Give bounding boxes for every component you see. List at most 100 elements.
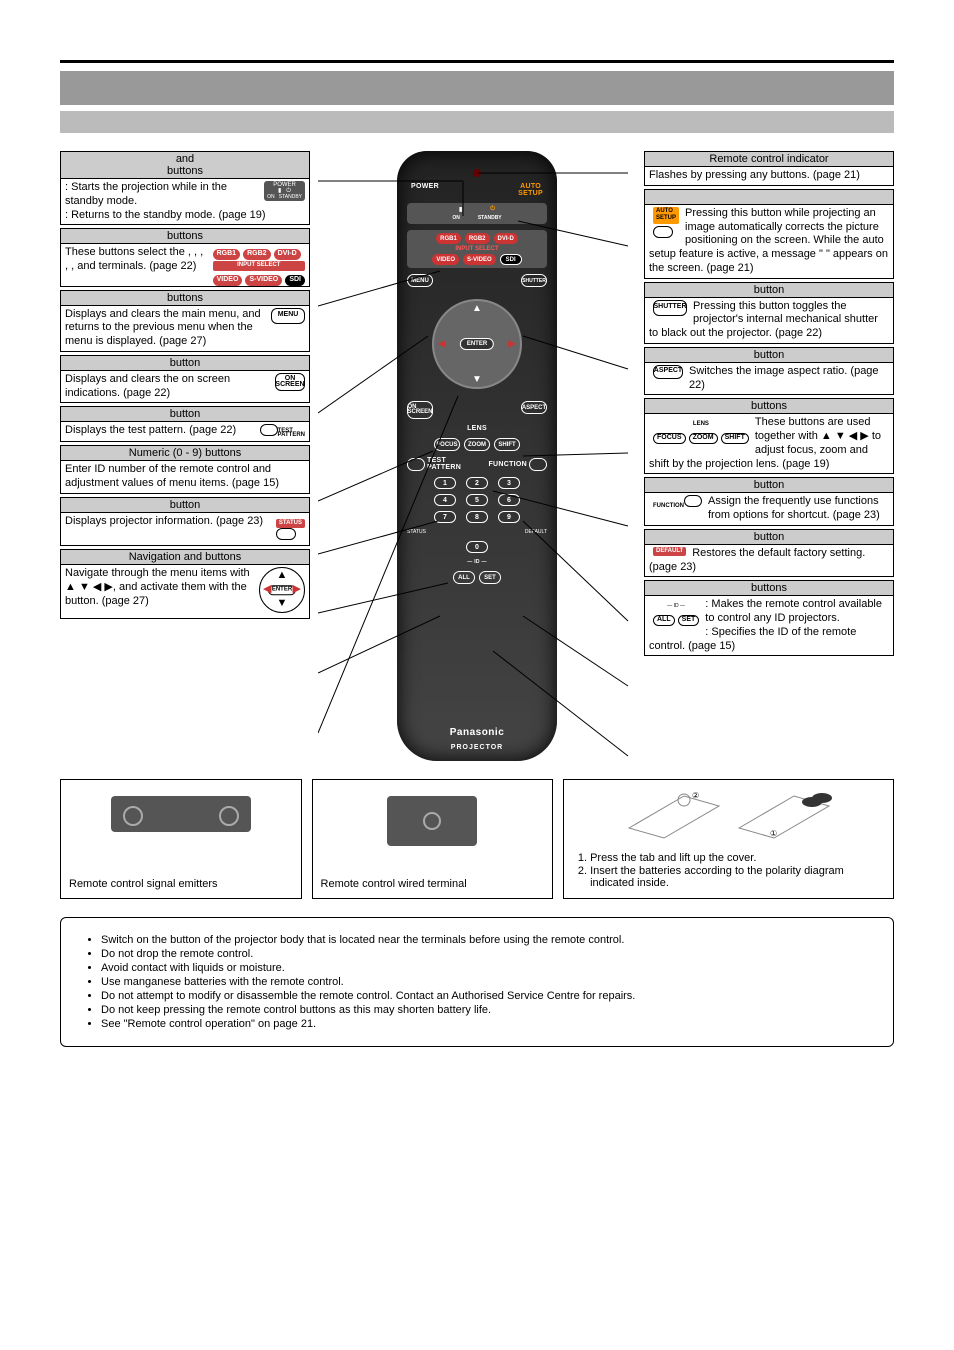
- body: Displays the test pattern. (page 22): [65, 424, 236, 436]
- step-1: Press the tab and lift up the cover.: [590, 852, 885, 864]
- note-list: Switch on the button of the projector bo…: [79, 934, 875, 1030]
- num-6[interactable]: 6: [498, 494, 520, 506]
- brand2: PROJECTOR: [451, 744, 503, 751]
- lbl-func: FUNCTION: [488, 461, 527, 468]
- body: Pressing this button while projecting an…: [649, 207, 888, 274]
- test-icon: TESTPATTERN: [260, 424, 305, 441]
- body: Flashes by pressing any buttons. (page 2…: [649, 169, 860, 181]
- body: Navigate through the menu items with ▲ ▼…: [65, 567, 250, 607]
- power-icon: POWER▮ ⏻ON STANDBY: [264, 181, 305, 201]
- btn-menu[interactable]: MENU: [407, 274, 433, 287]
- subtitle-band: [60, 111, 894, 133]
- hd: buttons: [645, 581, 893, 596]
- btn-func[interactable]: [529, 458, 547, 471]
- body: Displays projector information. (page 23…: [65, 515, 263, 527]
- callout-default: button DEFAULT Restores the default fact…: [644, 529, 894, 578]
- lbl-test: TEST PATTERN: [427, 457, 461, 471]
- card-battery: ② ① Press the tab and lift up the cover.…: [563, 779, 894, 899]
- lbl-lens: LENS: [467, 425, 487, 432]
- note-6: See "Remote control operation" on page 2…: [101, 1018, 875, 1030]
- note-box: Switch on the button of the projector bo…: [60, 917, 894, 1047]
- btn-svideo[interactable]: S-VIDEO: [463, 254, 496, 265]
- btn-zoom[interactable]: ZOOM: [464, 438, 490, 451]
- btn-shift[interactable]: SHIFT: [494, 438, 520, 451]
- brand: Panasonic: [450, 727, 505, 738]
- note-5: Do not keep pressing the remote control …: [101, 1004, 875, 1016]
- callout-autosetup: AUTOSETUP Pressing this button while pro…: [644, 189, 894, 279]
- indicator-led: [473, 169, 481, 177]
- wired-label: Remote control wired terminal: [321, 878, 545, 890]
- callout-shutter: button SHUTTER Pressing this button togg…: [644, 282, 894, 344]
- input-icons: RGB1 RGB2 DVI-D INPUT SELECT VIDEO S-VID…: [213, 246, 305, 285]
- num-1[interactable]: 1: [434, 477, 456, 489]
- body: Enter ID number of the remote control an…: [65, 463, 279, 489]
- num-7[interactable]: 7: [434, 511, 456, 523]
- btn-all[interactable]: ALL: [453, 571, 475, 584]
- body-b: : Returns to the standby mode. (page 19): [65, 209, 266, 221]
- idset-icon: — ID —ALL SET: [653, 598, 699, 626]
- btn-focus[interactable]: FOCUS: [434, 438, 460, 451]
- callout-input: buttons RGB1 RGB2 DVI-D INPUT SELECT VID…: [60, 228, 310, 286]
- num-5[interactable]: 5: [466, 494, 488, 506]
- num-8[interactable]: 8: [466, 511, 488, 523]
- aspect-icon: ASPECT: [653, 365, 683, 379]
- battery-steps: Press the tab and lift up the cover. Ins…: [572, 851, 885, 890]
- num-9[interactable]: 9: [498, 511, 520, 523]
- lbl-status: STATUS: [407, 529, 426, 535]
- hd: buttons: [61, 291, 309, 306]
- center-column: POWER AUTO SETUP ▮⏻ ONSTANDBY RGB1RGB2DV…: [318, 151, 636, 761]
- btn-shutter[interactable]: SHUTTER: [521, 274, 547, 287]
- callout-aspect: button ASPECT Switches the image aspect …: [644, 347, 894, 396]
- hd: Remote control indicator: [645, 152, 893, 167]
- card-emitters: Remote control signal emitters: [60, 779, 302, 899]
- callout-lens: buttons LENS FOCUS ZOOM SHIFT These butt…: [644, 398, 894, 474]
- btn-set[interactable]: SET: [479, 571, 501, 584]
- btn-rgb2[interactable]: RGB2: [465, 233, 490, 244]
- btn-test[interactable]: [407, 458, 425, 471]
- hd2: buttons: [167, 165, 203, 177]
- hd: button: [61, 498, 309, 513]
- battery-graphic: ② ①: [572, 788, 885, 843]
- body-a: : Makes the remote control available to …: [705, 598, 882, 624]
- btn-dvid[interactable]: DVI-D: [494, 233, 518, 244]
- hd: button: [645, 283, 893, 298]
- hd: [645, 190, 893, 205]
- left-column: andbuttons POWER▮ ⏻ON STANDBY : Starts t…: [60, 151, 310, 619]
- num-0[interactable]: 0: [466, 541, 488, 553]
- btn-enter[interactable]: ENTER: [460, 338, 494, 350]
- enter-icon: ENTER ▲ ▼ ◀ ▶: [259, 567, 305, 618]
- callout-menu: buttons MENU Displays and clears the mai…: [60, 290, 310, 352]
- note-0: Switch on the button of the projector bo…: [101, 934, 875, 946]
- body-b: : Specifies the ID of the remote control…: [649, 626, 856, 652]
- card-wired: Remote control wired terminal: [312, 779, 554, 899]
- num-2[interactable]: 2: [466, 477, 488, 489]
- autosetup-icon: AUTOSETUP: [653, 207, 679, 243]
- callout-onscreen: button ONSCREEN Displays and clears the …: [60, 355, 310, 404]
- btn-aspect[interactable]: ASPECT: [521, 401, 547, 414]
- num-3[interactable]: 3: [498, 477, 520, 489]
- hd: button: [61, 356, 309, 371]
- default-icon: DEFAULT: [653, 547, 686, 557]
- main-layout: andbuttons POWER▮ ⏻ON STANDBY : Starts t…: [60, 151, 894, 761]
- hd: button: [61, 407, 309, 422]
- dpad[interactable]: ▲▼◀▶ ENTER: [432, 299, 522, 389]
- function-icon: FUNCTION: [653, 495, 702, 512]
- standby-lbl: STANDBY: [478, 215, 502, 221]
- svg-text:①: ①: [770, 829, 777, 838]
- lbl-default: DEFAULT: [525, 529, 547, 535]
- remote-control: POWER AUTO SETUP ▮⏻ ONSTANDBY RGB1RGB2DV…: [397, 151, 557, 761]
- btn-onscreen[interactable]: ON SCREEN: [407, 401, 433, 419]
- callout-nav: Navigation and buttons ENTER ▲ ▼ ◀ ▶ Nav…: [60, 549, 310, 619]
- btn-video[interactable]: VIDEO: [432, 254, 459, 265]
- hd: and: [176, 153, 194, 165]
- note-4: Do not attempt to modify or disassemble …: [101, 990, 875, 1002]
- num-4[interactable]: 4: [434, 494, 456, 506]
- hd: button: [645, 478, 893, 493]
- lbl-id: ID: [474, 559, 480, 565]
- hd: buttons: [61, 229, 309, 244]
- power-panel: ▮⏻ ONSTANDBY: [407, 203, 547, 224]
- btn-sdi[interactable]: SDI: [500, 254, 522, 265]
- btn-rgb1[interactable]: RGB1: [436, 233, 461, 244]
- hd: buttons: [645, 399, 893, 414]
- menu-icon: MENU: [271, 308, 305, 324]
